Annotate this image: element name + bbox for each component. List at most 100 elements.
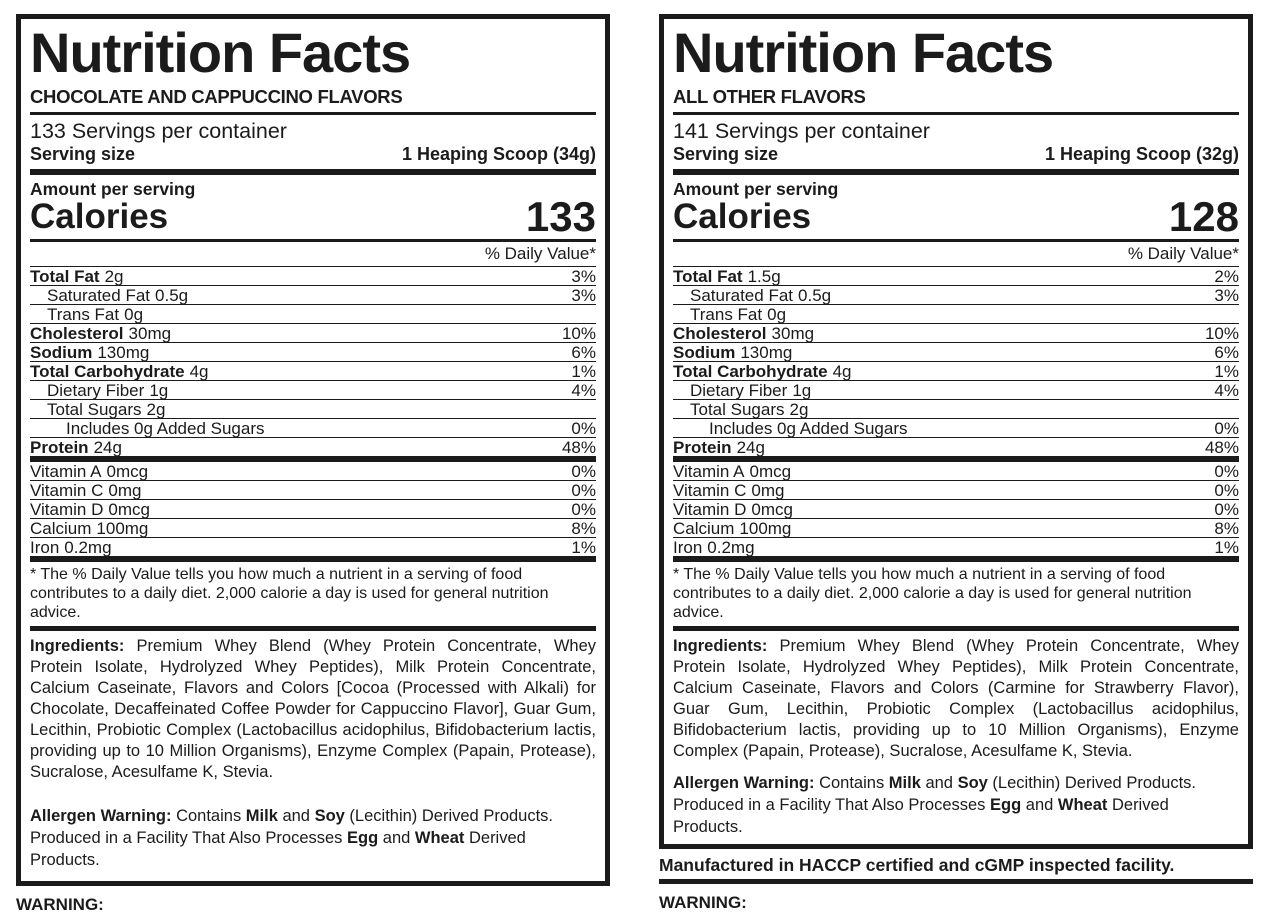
- nutrient-name: Trans Fat 0g: [47, 304, 144, 324]
- nutrient-name: Iron 0.2mg: [673, 537, 755, 557]
- nutrient-name: Sodium 130mg: [30, 342, 150, 362]
- nutrient-daily-value: 1%: [1214, 537, 1239, 557]
- allergen-segment: Soy: [957, 774, 988, 792]
- daily-value-footnote: * The % Daily Value tells you how much a…: [30, 562, 596, 631]
- allergen-segment: Derived Products.: [673, 796, 1169, 836]
- divider: [673, 112, 1239, 115]
- nutrient-row: Iron 0.2mg 1%: [673, 538, 1239, 562]
- allergen-segment: Soy: [314, 807, 345, 825]
- allergen-line-1: Allergen Warning: Contains Milk and Soy …: [673, 772, 1239, 794]
- nutrient-row: Total Sugars 2g: [30, 400, 596, 419]
- nutrient-name: Dietary Fiber 1g: [47, 380, 169, 400]
- nutrient-name: Vitamin A 0mcg: [30, 461, 149, 481]
- calories-value: 133: [525, 193, 596, 240]
- allergen-segment: Derived Products.: [30, 829, 526, 869]
- nutrition-facts-title: Nutrition Facts: [673, 21, 1054, 84]
- daily-value-header: % Daily Value*: [673, 242, 1239, 267]
- nutrient-daily-value: 6%: [1214, 342, 1239, 362]
- nutrient-row: Protein 24g 48%: [673, 438, 1239, 462]
- nutrient-name: Vitamin C 0mg: [673, 480, 785, 500]
- nutrient-daily-value: 0%: [571, 461, 596, 481]
- nutrient-name: Includes 0g Added Sugars: [709, 418, 908, 438]
- nutrient-daily-value: 3%: [571, 285, 596, 305]
- warning-title: WARNING:: [16, 895, 104, 914]
- allergen-warning: Allergen Warning: Contains Milk and Soy …: [30, 805, 596, 871]
- nutrient-daily-value: 2%: [1214, 266, 1239, 286]
- nutrient-row: Total Sugars 2g: [673, 400, 1239, 419]
- nutrient-daily-value: 1%: [571, 361, 596, 381]
- nutrient-daily-value: 0%: [571, 418, 596, 438]
- allergen-segment: Egg: [990, 796, 1022, 814]
- nutrient-row: Includes 0g Added Sugars 0%: [30, 419, 596, 438]
- nutrient-row: Sodium 130mg 6%: [673, 343, 1239, 362]
- nutrient-name: Vitamin A 0mcg: [673, 461, 792, 481]
- allergen-segment: and: [920, 774, 958, 792]
- nutrient-name: Vitamin D 0mcg: [30, 499, 150, 519]
- calories-label: Calories: [673, 197, 812, 236]
- nutrient-row: Dietary Fiber 1g 4%: [30, 381, 596, 400]
- allergen-segment: Allergen Warning:: [673, 774, 815, 792]
- nutrient-row: Calcium 100mg 8%: [673, 519, 1239, 538]
- nutrition-facts-panel-right: Nutrition Facts ALL OTHER FLAVORS 141 Se…: [659, 14, 1253, 849]
- nutrition-facts-title: Nutrition Facts: [30, 21, 411, 84]
- nutrient-name: Protein 24g: [673, 437, 765, 457]
- nutrient-row: Iron 0.2mg 1%: [30, 538, 596, 562]
- amount-per-serving: Amount per serving: [673, 179, 839, 199]
- nutrient-name: Protein 24g: [30, 437, 122, 457]
- nutrient-daily-value: 48%: [561, 437, 596, 457]
- allergen-line-2: Produced in a Facility That Also Process…: [673, 794, 1239, 838]
- serving-size-row: Serving size 1 Heaping Scoop (34g): [30, 144, 596, 169]
- allergen-segment: Egg: [347, 829, 379, 847]
- label-all-other-flavors: Nutrition Facts ALL OTHER FLAVORS 141 Se…: [659, 14, 1253, 921]
- nutrient-row: Dietary Fiber 1g 4%: [673, 381, 1239, 400]
- flavor-heading: ALL OTHER FLAVORS: [673, 86, 866, 107]
- nutrient-row: Vitamin D 0mcg 0%: [673, 500, 1239, 519]
- nutrient-name: Saturated Fat 0.5g: [47, 285, 189, 305]
- ingredients-paragraph: Ingredients: Premium Whey Blend (Whey Pr…: [673, 636, 1239, 762]
- nutrient-name: Total Carbohydrate 4g: [30, 361, 209, 381]
- nutrient-name: Calcium 100mg: [673, 518, 792, 538]
- nutrient-row: Trans Fat 0g: [673, 305, 1239, 324]
- ingredients-segment: Premium Whey Blend (Whey Protein Concent…: [673, 637, 1239, 760]
- ingredients-segment: Premium Whey Blend (Whey Protein Concent…: [30, 637, 596, 781]
- nutrient-name: Vitamin D 0mcg: [673, 499, 793, 519]
- label-chocolate-cappuccino: Nutrition Facts CHOCOLATE AND CAPPUCCINO…: [16, 14, 610, 921]
- nutrient-row: Cholesterol 30mg 10%: [673, 324, 1239, 343]
- divider-thick: [30, 169, 596, 175]
- allergen-segment: (Lecithin) Derived Products.: [987, 774, 1197, 792]
- nutrient-row: Calcium 100mg 8%: [30, 519, 596, 538]
- nutrient-daily-value: 4%: [1214, 380, 1239, 400]
- nutrient-name: Trans Fat 0g: [690, 304, 787, 324]
- nutrient-name: Vitamin C 0mg: [30, 480, 142, 500]
- nutrient-row: Total Carbohydrate 4g 1%: [30, 362, 596, 381]
- ingredients-paragraph: Ingredients: Premium Whey Blend (Whey Pr…: [30, 636, 596, 783]
- nutrient-daily-value: 3%: [1214, 285, 1239, 305]
- nutrient-daily-value: 1%: [571, 537, 596, 557]
- nutrient-daily-value: 0%: [1214, 418, 1239, 438]
- divider: [30, 112, 596, 115]
- servings-per-container: 133 Servings per container: [30, 119, 287, 143]
- serving-size-value: 1 Heaping Scoop (32g): [1044, 144, 1239, 164]
- nutrient-row: Total Carbohydrate 4g 1%: [673, 362, 1239, 381]
- nutrient-name: Iron 0.2mg: [30, 537, 112, 557]
- nutrient-daily-value: 10%: [561, 323, 596, 343]
- nutrient-name: Total Sugars 2g: [47, 399, 166, 419]
- nutrient-row: Vitamin D 0mcg 0%: [30, 500, 596, 519]
- daily-value-header: % Daily Value*: [30, 242, 596, 267]
- nutrient-daily-value: 0%: [571, 480, 596, 500]
- nutrient-row: Protein 24g 48%: [30, 438, 596, 462]
- nutrient-daily-value: 0%: [571, 499, 596, 519]
- nutrient-daily-value: 1%: [1214, 361, 1239, 381]
- allergen-segment: Wheat: [414, 829, 465, 847]
- serving-size-label: Serving size: [673, 144, 779, 164]
- allergen-segment: (Lecithin) Derived Products.: [344, 807, 554, 825]
- nutrient-daily-value: 0%: [1214, 461, 1239, 481]
- allergen-segment: and: [1021, 796, 1058, 814]
- nutrient-row: Vitamin C 0mg 0%: [30, 481, 596, 500]
- nutrient-name: Calcium 100mg: [30, 518, 149, 538]
- warning-section: WARNING: If you are pregnant, nursing a …: [659, 892, 1253, 921]
- nutrient-daily-value: 3%: [571, 266, 596, 286]
- manufactured-note: Manufactured in HACCP certified and cGMP…: [659, 849, 1253, 884]
- serving-size-value: 1 Heaping Scoop (34g): [401, 144, 596, 164]
